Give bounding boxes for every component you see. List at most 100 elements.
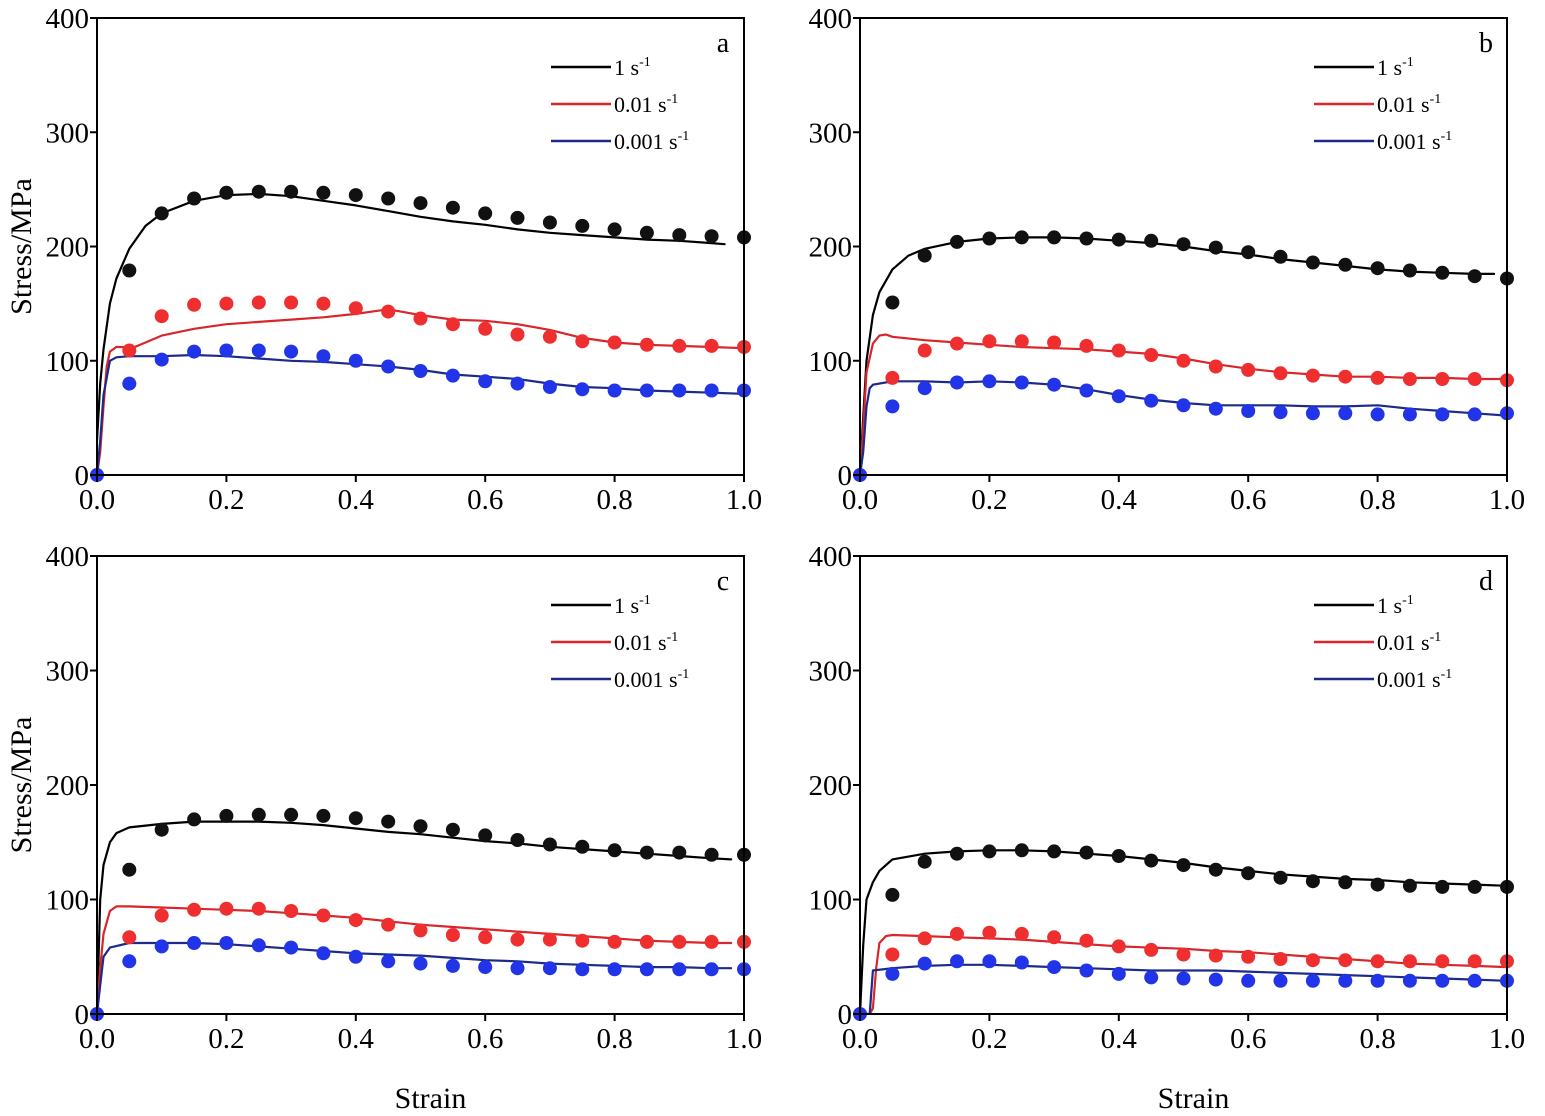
marker-series <box>853 374 1514 482</box>
data-point <box>284 344 299 359</box>
data-point <box>950 234 964 249</box>
legend-label-superscript: -1 <box>667 630 679 645</box>
data-point <box>510 961 525 976</box>
data-point <box>575 334 590 349</box>
x-tick-label: 1.0 <box>726 484 762 516</box>
legend-item: 0.001 s-1 <box>1314 667 1452 692</box>
data-point <box>510 833 525 847</box>
legend-label-text: 1 s <box>614 593 639 618</box>
data-point <box>607 222 622 237</box>
data-point <box>1144 970 1159 985</box>
data-point <box>672 383 687 398</box>
data-point <box>122 930 137 945</box>
data-point <box>1079 963 1094 978</box>
x-tick-label: 0.4 <box>338 1023 375 1055</box>
data-point <box>607 843 622 858</box>
data-point <box>381 359 396 374</box>
data-point <box>154 822 169 837</box>
data-point <box>1176 398 1191 413</box>
data-point <box>1208 240 1223 255</box>
data-point <box>542 961 557 976</box>
data-point <box>982 925 997 940</box>
data-point <box>542 380 557 394</box>
data-point <box>1241 866 1256 881</box>
data-point <box>284 904 299 918</box>
data-point <box>510 932 525 947</box>
data-point <box>950 926 964 941</box>
data-point <box>1402 372 1417 386</box>
data-point <box>704 934 719 949</box>
data-point <box>1435 265 1450 280</box>
data-point <box>1338 369 1353 384</box>
data-point <box>1079 338 1094 353</box>
data-point <box>1370 407 1385 422</box>
chart-panel-a: 0.0 0.2 0.4 0.6 0.8 1.0 0 100 200 300 400 Stress/MP… <box>5 3 762 516</box>
data-point <box>704 338 719 353</box>
data-point <box>445 822 460 837</box>
data-point <box>1241 973 1256 988</box>
legend-label: 1 s-1 <box>1377 55 1414 80</box>
data-point <box>1338 973 1353 988</box>
data-point <box>1467 407 1482 422</box>
data-point <box>122 263 137 278</box>
data-point <box>1241 404 1256 418</box>
legend-item: 0.001 s-1 <box>1314 129 1452 154</box>
legend-item: 0.01 s-1 <box>551 92 678 117</box>
data-point <box>575 382 590 397</box>
data-point <box>1338 406 1353 421</box>
marker-series <box>90 936 751 1021</box>
data-point <box>1176 947 1191 962</box>
data-point <box>187 812 202 827</box>
data-point <box>478 828 493 843</box>
data-point <box>917 381 932 396</box>
legend-label-superscript: -1 <box>678 667 690 682</box>
legend-item: 0.01 s-1 <box>551 630 678 655</box>
x-tick-label: 0.0 <box>79 484 115 516</box>
data-point <box>1467 269 1482 284</box>
y-axis: 0 100 200 300 400 <box>809 3 860 492</box>
data-point <box>219 296 234 311</box>
data-point <box>575 933 590 948</box>
series-line <box>97 820 733 1014</box>
data-point <box>1241 362 1256 377</box>
data-point <box>1273 405 1288 420</box>
data-point <box>885 399 900 414</box>
data-point <box>122 954 137 969</box>
data-point <box>1370 973 1385 988</box>
data-point <box>1047 335 1062 350</box>
y-tick-label: 400 <box>809 541 853 573</box>
data-point <box>982 334 997 349</box>
data-point <box>639 962 654 977</box>
legend-label-superscript: -1 <box>1402 55 1414 70</box>
legend-label: 1 s-1 <box>614 593 651 618</box>
marker-series <box>885 843 1514 902</box>
x-tick-label: 0.4 <box>338 484 375 516</box>
data-point <box>1014 230 1029 245</box>
data-point <box>187 297 202 312</box>
data-point <box>251 295 266 310</box>
data-point <box>1402 878 1417 893</box>
series-line <box>97 192 726 442</box>
data-point <box>413 923 428 938</box>
x-tick-label: 0.8 <box>1359 1023 1395 1055</box>
data-point <box>1273 366 1288 381</box>
data-point <box>1305 255 1320 270</box>
legend-item: 0.001 s-1 <box>551 129 689 154</box>
legend-label-superscript: -1 <box>678 129 690 144</box>
x-tick-label: 1.0 <box>726 1023 762 1055</box>
data-point <box>413 311 428 326</box>
x-axis: 0.0 0.2 0.4 0.6 0.8 1.0 <box>79 1014 762 1055</box>
data-point <box>348 949 363 964</box>
series-line <box>97 905 733 1014</box>
data-point <box>1402 973 1417 988</box>
legend-label-superscript: -1 <box>639 55 651 70</box>
data-point <box>348 811 363 826</box>
data-point <box>445 958 460 973</box>
data-point <box>1305 406 1320 421</box>
y-axis: 0 100 200 300 400 <box>46 3 97 492</box>
legend-label: 0.01 s-1 <box>614 630 678 655</box>
legend-item: 1 s-1 <box>551 55 651 80</box>
data-point <box>284 184 299 199</box>
data-point <box>122 343 137 358</box>
data-point <box>1402 263 1417 278</box>
